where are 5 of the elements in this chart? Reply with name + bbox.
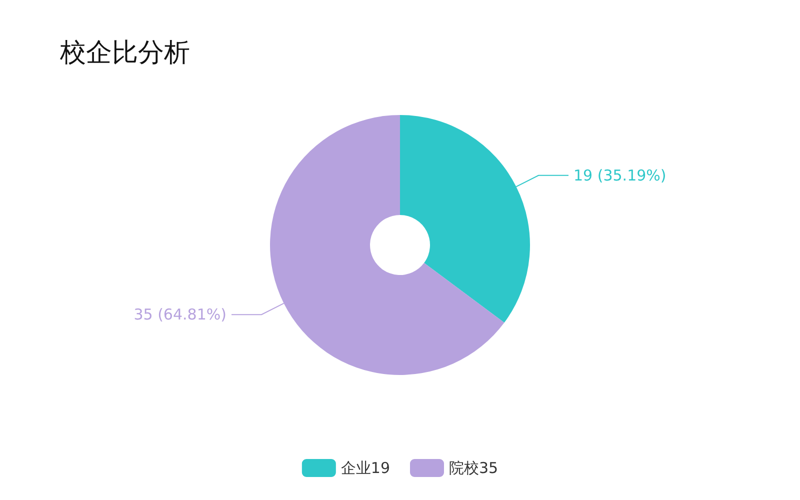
data-label: 19 (35.19%) — [574, 166, 666, 184]
legend-label: 企业19 — [340, 459, 390, 477]
legend-label: 院校35 — [449, 459, 498, 477]
chart-title: 校企比分析 — [59, 38, 190, 68]
data-label: 35 (64.81%) — [134, 306, 226, 324]
